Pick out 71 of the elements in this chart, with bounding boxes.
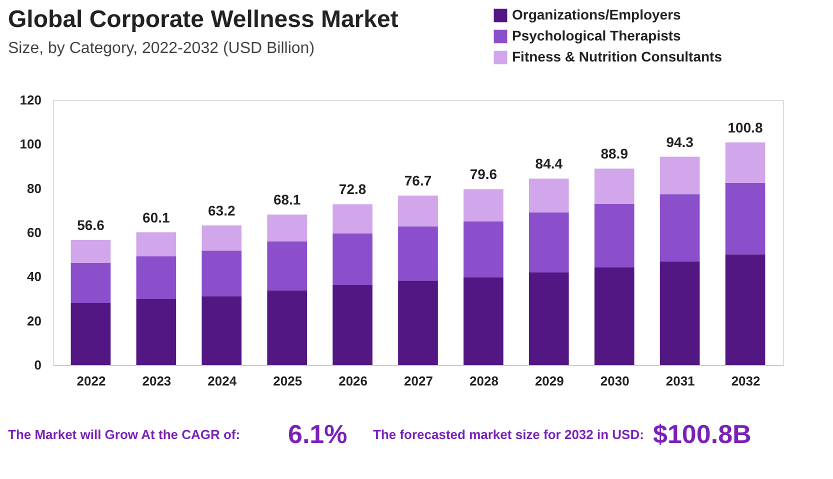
x-tick-label: 2023 (142, 374, 172, 388)
bar (660, 261, 700, 365)
bar (267, 214, 307, 242)
bar (398, 196, 438, 226)
bar (594, 267, 634, 365)
x-tick-label: 2030 (600, 374, 630, 388)
text: 6.1% (288, 419, 348, 449)
bar (70, 240, 111, 263)
bar (202, 250, 242, 296)
x-tick-label: 2025 (273, 374, 302, 388)
bar (725, 254, 766, 365)
legend-label: Psychological Therapists (512, 28, 682, 44)
y-tick-label: 120 (20, 92, 42, 108)
bar (529, 272, 569, 365)
y-tick-label: 40 (27, 269, 42, 284)
total-label: 79.6 (470, 166, 498, 182)
y-tick-label: 100 (20, 136, 42, 152)
text: The Market will Grow At the CAGR of: (8, 427, 240, 442)
total-label: 56.6 (77, 217, 105, 234)
y-tick-label: 20 (27, 313, 42, 328)
bar (529, 178, 569, 212)
bar (136, 298, 176, 365)
y-tick-label: 80 (27, 180, 42, 196)
bar (332, 233, 372, 286)
total-label: 60.1 (142, 209, 170, 226)
bar (464, 278, 504, 365)
text: $100.8B (653, 419, 752, 449)
y-tick-label: 0 (34, 358, 42, 372)
legend-label: Fitness & Nutrition Consultants (512, 48, 722, 64)
bar (725, 142, 766, 183)
total-label: 94.3 (666, 134, 694, 150)
bar (70, 262, 111, 303)
bar (398, 280, 438, 365)
x-tick-label: 2027 (404, 374, 433, 388)
bar (136, 256, 176, 299)
bar (529, 212, 569, 272)
bar (594, 168, 634, 204)
x-tick-label: 2024 (208, 374, 238, 388)
bar (464, 189, 504, 222)
total-label: 88.9 (600, 146, 628, 162)
bar (202, 296, 242, 365)
y-tick-label: 60 (27, 225, 42, 240)
bar (267, 242, 307, 290)
x-tick-label: 2026 (338, 374, 368, 388)
chart-subtitle: Size, by Category, 2022-2032 (USD Billion) (8, 40, 315, 57)
total-label: 72.8 (338, 181, 366, 198)
legend-label: Organizations/Employers (512, 6, 682, 22)
bar (136, 232, 176, 256)
bar (660, 156, 700, 194)
bar (70, 302, 111, 365)
bar (332, 204, 372, 234)
x-tick-label: 2028 (469, 374, 498, 388)
text: The forecasted market size for 2032 in USD: (373, 427, 644, 442)
total-label: 76.7 (404, 172, 432, 189)
total-label: 84.4 (535, 156, 563, 172)
total-label: 68.1 (273, 192, 301, 208)
x-tick-label: 2022 (76, 374, 106, 388)
bar (202, 225, 242, 251)
bar (267, 290, 307, 365)
total-label: 63.2 (208, 202, 236, 218)
x-tick-label: 2031 (666, 374, 695, 388)
x-tick-label: 2029 (534, 374, 564, 388)
chart-title: Global Corporate Wellness Market (8, 6, 398, 33)
bar (660, 194, 700, 262)
bar (464, 221, 504, 278)
total-label: 100.8 (728, 119, 763, 136)
bar (332, 285, 372, 365)
x-tick-label: 2032 (731, 374, 760, 388)
bar (725, 182, 766, 254)
bar (398, 226, 438, 281)
bar (594, 204, 634, 268)
